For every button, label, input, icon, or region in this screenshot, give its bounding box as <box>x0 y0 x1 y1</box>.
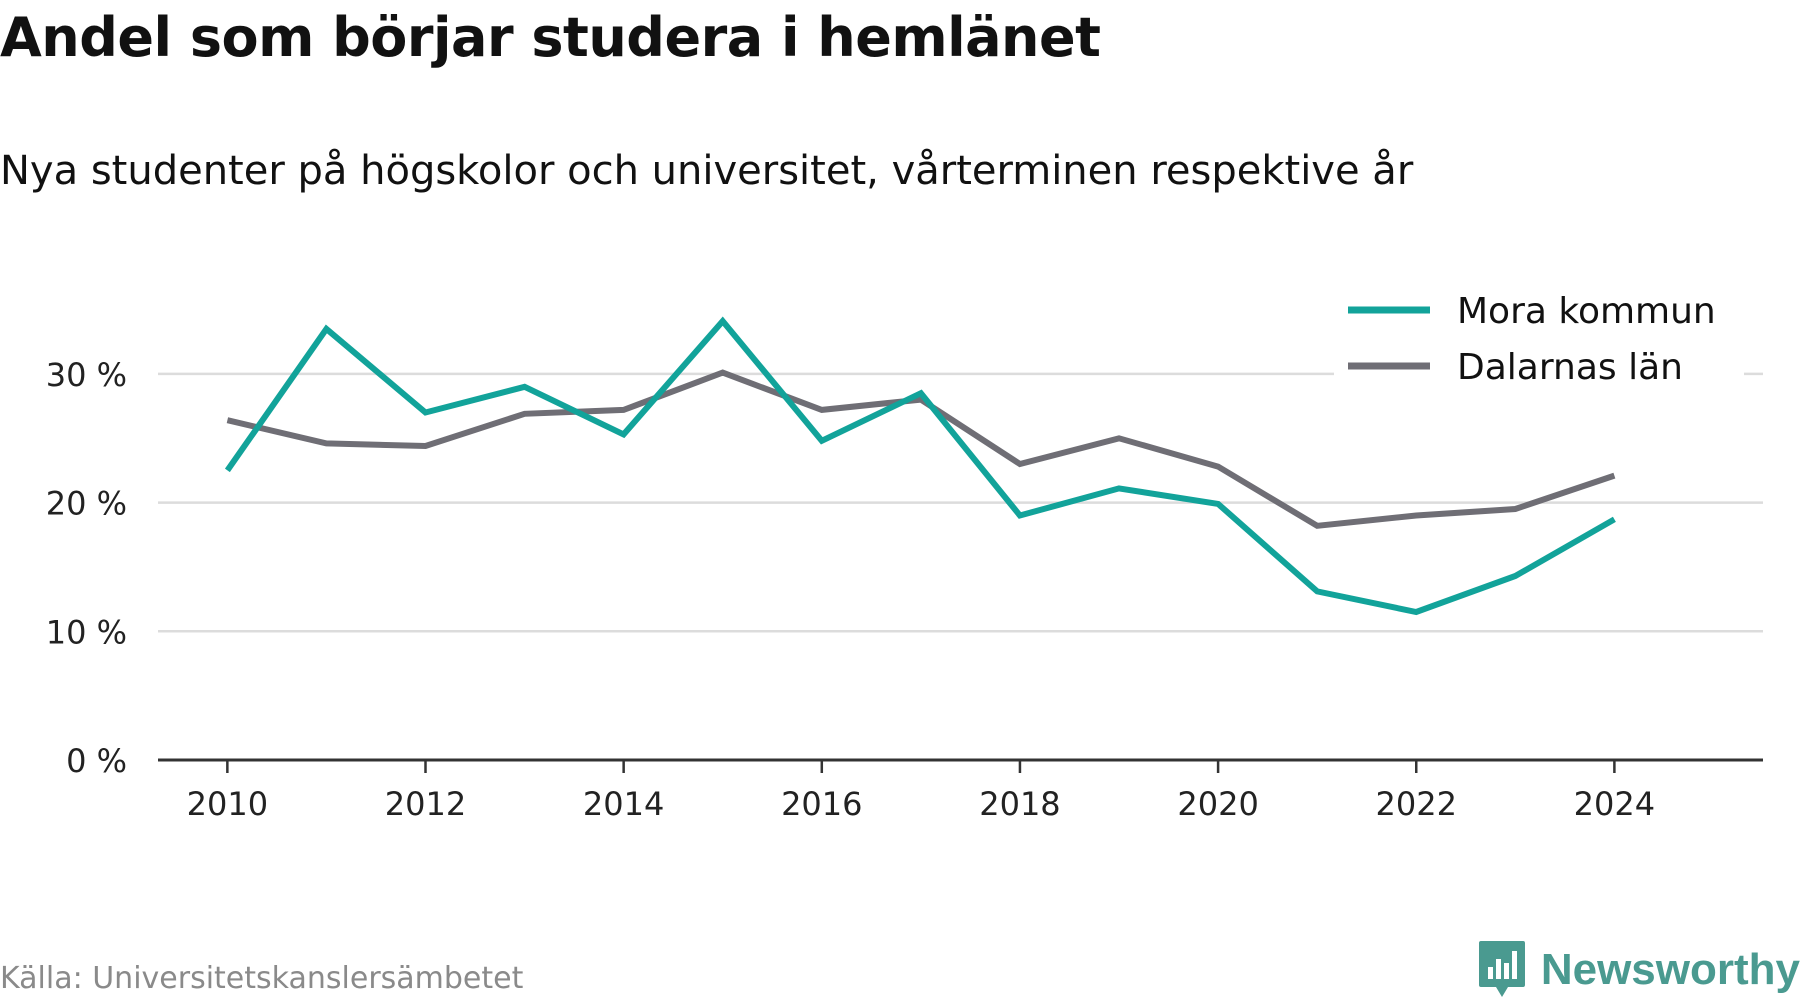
series-line-dalarnas-l-n <box>226 369 1616 529</box>
legend: Mora kommun Dalarnas län <box>1334 260 1744 388</box>
legend-label: Dalarnas län <box>1457 347 1683 388</box>
series-lines <box>224 316 1616 616</box>
x-tick-label: 2022 <box>1376 785 1457 823</box>
chart-subtitle: Nya studenter på högskolor och universit… <box>0 148 1414 194</box>
x-tick-label: 2024 <box>1574 785 1655 823</box>
y-axis-tick-labels: 0 % 10 % 20 % 30 % <box>46 356 127 780</box>
x-tick-label: 2012 <box>385 785 466 823</box>
series-line-mora-kommun <box>224 316 1616 616</box>
gridlines <box>158 372 1763 633</box>
y-tick-label: 20 % <box>46 485 127 523</box>
brand-name: Newsworthy <box>1540 945 1800 994</box>
x-tick-label: 2014 <box>583 785 664 823</box>
x-tick-label: 2010 <box>187 785 268 823</box>
x-axis: 2010 2012 2014 2016 2018 2020 2022 2024 <box>158 758 1763 823</box>
x-tick-label: 2018 <box>979 785 1060 823</box>
legend-label: Mora kommun <box>1457 291 1716 332</box>
y-tick-label: 10 % <box>46 613 127 651</box>
x-tick-label: 2020 <box>1177 785 1258 823</box>
y-tick-label: 30 % <box>46 356 127 394</box>
y-tick-label: 0 % <box>66 742 127 780</box>
line-chart: 2010 2012 2014 2016 2018 2020 2022 2024 0 % 10 %… <box>45 260 1763 823</box>
brand-logo: Newsworthy <box>1477 935 1800 1005</box>
chart-title: Andel som börjar studera i hemlänet <box>0 6 1101 69</box>
source-note: Källa: Universitetskanslersämbetet <box>0 961 524 996</box>
bar-chart-speech-bubble-icon <box>1478 941 1525 997</box>
x-tick-label: 2016 <box>781 785 862 823</box>
